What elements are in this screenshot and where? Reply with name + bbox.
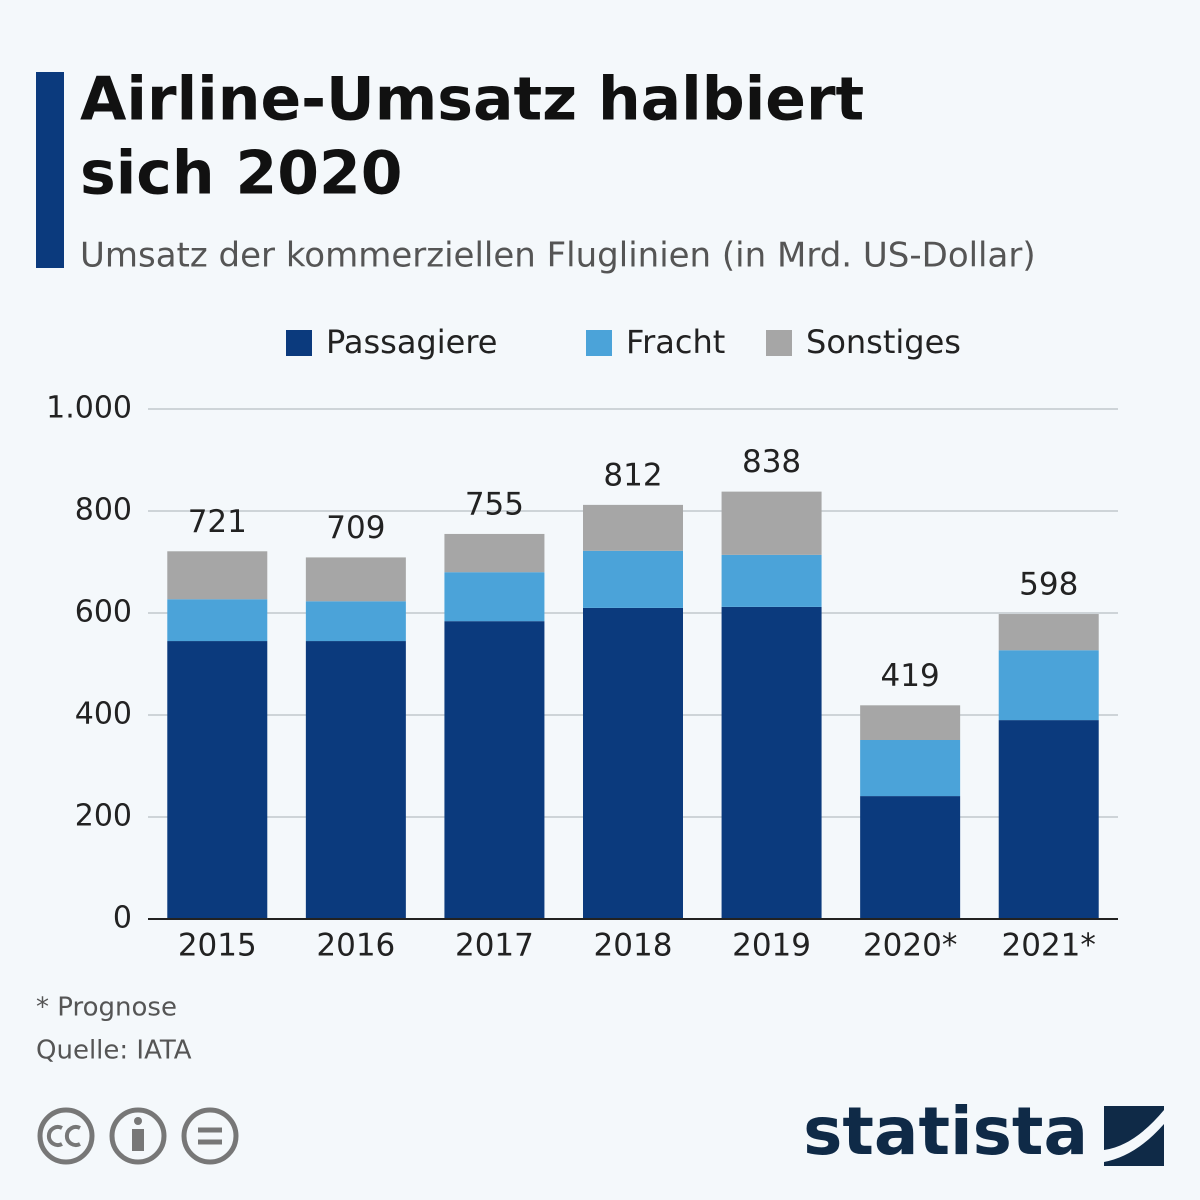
y-tick-label: 400 [75, 697, 132, 732]
logo-mark [1104, 1106, 1164, 1166]
x-tick-label: 2018 [594, 928, 673, 964]
bar-segment [167, 599, 268, 642]
total-label: 838 [742, 444, 801, 480]
total-label: 755 [465, 486, 524, 522]
bar-segment [305, 601, 406, 642]
legend-swatch [586, 330, 612, 356]
bar-segment [583, 607, 683, 919]
by-glyph [134, 1117, 142, 1125]
cc-icon [37, 1107, 95, 1165]
y-tick-label: 1.000 [46, 391, 132, 426]
by-glyph [132, 1129, 144, 1151]
chart-subtitle: Umsatz der kommerziellen Fluglinien (in … [80, 236, 1036, 276]
x-tick-label: 2019 [732, 928, 811, 964]
total-label: 721 [188, 504, 247, 540]
legend-swatch [286, 330, 312, 356]
bar-segment [860, 705, 961, 740]
nd-glyph [198, 1127, 222, 1145]
nd-icon [181, 1107, 239, 1165]
x-tick-label: 2020* [863, 928, 957, 964]
y-tick-label: 600 [75, 595, 132, 630]
bar-segment [721, 606, 822, 919]
total-label: 812 [603, 457, 662, 493]
license-icons [37, 1107, 239, 1165]
x-tick-label: 2017 [455, 928, 534, 964]
chart-title: sich 2020 [80, 139, 402, 209]
title-accent [36, 72, 64, 268]
logo-swoosh [1104, 1110, 1164, 1162]
bar-segment [583, 550, 683, 608]
bar-segment [998, 614, 1099, 651]
x-tick-label: 2015 [178, 928, 257, 964]
bar-segment [583, 504, 683, 551]
cc-glyph [46, 1125, 81, 1147]
bar-segment [305, 557, 406, 602]
y-tick-label: 200 [75, 799, 132, 834]
total-label: 709 [326, 510, 385, 546]
total-label: 419 [881, 658, 940, 694]
legend-label: Fracht [626, 323, 725, 361]
y-tick-label: 800 [75, 493, 132, 528]
bar-segment [167, 551, 268, 600]
bar-segment [721, 491, 822, 555]
legend-swatch [766, 330, 792, 356]
bar-segment [444, 533, 545, 573]
bar-segment [998, 650, 1099, 721]
bar-segment [305, 641, 406, 919]
y-tick-label: 0 [113, 901, 132, 936]
bar-segment [860, 796, 961, 919]
x-tick-label: 2021* [1002, 928, 1096, 964]
bar-segment [167, 641, 268, 919]
logo: statista [803, 1093, 1088, 1170]
footnote: * Prognose [36, 993, 177, 1023]
chart-title: Airline-Umsatz halbiert [80, 65, 864, 135]
bar-segment [860, 739, 961, 797]
bar-segment [444, 572, 545, 622]
legend-label: Passagiere [326, 323, 497, 361]
source: Quelle: IATA [36, 1036, 192, 1066]
legend-label: Sonstiges [806, 323, 961, 361]
bar-segment [444, 621, 545, 919]
x-tick-label: 2016 [316, 928, 395, 964]
total-label: 598 [1019, 567, 1078, 603]
by-icon [109, 1107, 167, 1165]
bar-segment [721, 554, 822, 607]
bar-segment [998, 720, 1099, 919]
